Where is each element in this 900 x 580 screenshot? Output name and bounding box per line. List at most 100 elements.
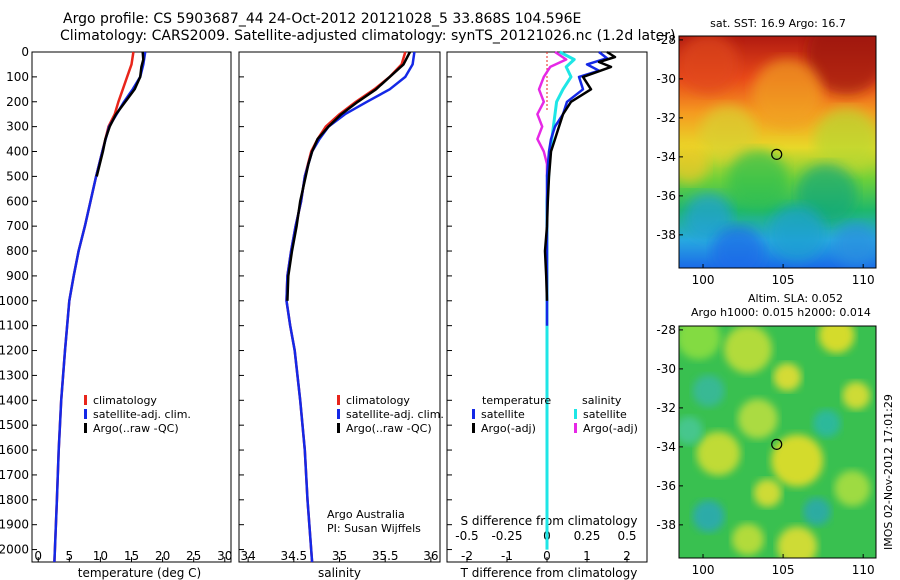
temperature-ytick-label: 200 xyxy=(6,95,29,109)
temperature-legend-swatch xyxy=(84,395,87,405)
climatology-salinity-line xyxy=(285,51,407,563)
sla-map-title: Altim. SLA: 0.052 xyxy=(748,292,843,305)
salinity-legend-label: climatology xyxy=(346,394,410,407)
sla-map-argo-marker xyxy=(771,438,783,450)
temperature-ytick-label: 1800 xyxy=(0,493,29,507)
temperature-ytick-label: 800 xyxy=(6,244,29,258)
sla-map-xtick-label: 100 xyxy=(692,563,715,577)
temperature-ytick-label: 1700 xyxy=(0,468,29,482)
t-difference-xtick-label: 1 xyxy=(583,549,591,563)
sst-map-argo-marker xyxy=(771,148,783,160)
sla-map-ytick-label: -36 xyxy=(656,479,676,493)
salinity-legend-label: Argo(..raw -QC) xyxy=(346,422,432,435)
sla-map-xtick-label: 110 xyxy=(852,563,875,577)
temperature-ytick-label: 100 xyxy=(6,70,29,84)
temperature-xlabel: temperature (deg C) xyxy=(78,566,201,580)
t-difference-xlabel: T difference from climatology xyxy=(460,566,638,580)
salinity-xtick-label: 34.5 xyxy=(280,549,307,563)
temperature-ytick-label: 1500 xyxy=(0,418,29,432)
temperature-ytick-label: 1000 xyxy=(0,294,29,308)
temperature-ytick-label: 1200 xyxy=(0,344,29,358)
page-title: Argo profile: CS 5903687_44 24-Oct-2012 … xyxy=(63,11,582,27)
t-difference-xtick-label: 2 xyxy=(623,549,631,563)
s-difference-tick-label: -0.25 xyxy=(491,529,522,543)
sla-map-ytick-label: -38 xyxy=(656,518,676,532)
sst-map-ytick-label: -36 xyxy=(656,189,676,203)
temperature-legend-label: Argo(..raw -QC) xyxy=(93,422,179,435)
temperature-xtick-label: 30 xyxy=(217,549,232,563)
temperature-ytick-label: 0 xyxy=(21,45,29,59)
temperature-ytick-label: 500 xyxy=(6,169,29,183)
climatology-temperature-line xyxy=(53,51,135,563)
salinity-legend-label: satellite-adj. clim. xyxy=(346,408,444,421)
temperature-satellite-diff-line xyxy=(545,51,609,326)
temperature-ytick-label: 700 xyxy=(6,219,29,233)
difference-temperature-legend-swatch xyxy=(472,409,475,419)
sst-map-xtick-label: 110 xyxy=(852,273,875,287)
t-difference-xtick-label: -1 xyxy=(501,549,513,563)
difference-temperature-legend-swatch xyxy=(472,423,475,433)
sla-map-ytick-label: -30 xyxy=(656,362,676,376)
temperature-plot-frame xyxy=(31,51,232,563)
sst-map-ytick-label: -34 xyxy=(656,150,676,164)
sla-map-ytick-label: -34 xyxy=(656,440,676,454)
temperature-ytick-label: 1600 xyxy=(0,443,29,457)
sst-map-ytick-label: -38 xyxy=(656,228,676,242)
pi-note: PI: Susan Wijffels xyxy=(327,522,421,535)
legend-title-temperature: temperature xyxy=(482,394,551,407)
temperature-ytick-label: 1400 xyxy=(0,393,29,407)
argo-salinity-line xyxy=(286,51,412,301)
sla-map-ytick-label: -32 xyxy=(656,401,676,415)
sst-map-field xyxy=(679,36,876,268)
page-subtitle: Climatology: CARS2009. Satellite-adjuste… xyxy=(60,28,676,44)
temperature-xtick-label: 15 xyxy=(124,549,139,563)
sla-map-xtick-label: 105 xyxy=(772,563,795,577)
salinity-xtick-label: 34 xyxy=(240,549,255,563)
temperature-xtick-label: 0 xyxy=(34,549,42,563)
s-difference-tick-label: 0.5 xyxy=(617,529,636,543)
temperature-legend-label: climatology xyxy=(93,394,157,407)
difference-temperature-legend-label: Argo(-adj) xyxy=(481,422,536,435)
salinity-xtick-label: 36 xyxy=(423,549,438,563)
sst-map-title: sat. SST: 16.9 Argo: 16.7 xyxy=(710,17,846,30)
temperature-legend-swatch xyxy=(84,409,87,419)
temperature-legend-label: satellite-adj. clim. xyxy=(93,408,191,421)
temperature-ytick-label: 2000 xyxy=(0,543,29,557)
temperature-ytick-label: 1300 xyxy=(0,368,29,382)
s-difference-xlabel: S difference from climatology xyxy=(461,514,638,528)
difference-salinity-legend-label: satellite xyxy=(583,408,627,421)
salinity-legend-swatch xyxy=(337,423,340,433)
difference-temperature-legend-label: satellite xyxy=(481,408,525,421)
satellite-temperature-line xyxy=(53,51,147,563)
satellite-salinity-line xyxy=(285,51,416,563)
s-difference-tick-label: 0.25 xyxy=(574,529,601,543)
difference-salinity-legend-label: Argo(-adj) xyxy=(583,422,638,435)
sla-map-frame xyxy=(678,325,877,559)
s-difference-tick-label: -0.5 xyxy=(455,529,478,543)
salinity-legend-swatch xyxy=(337,395,340,405)
salinity-satellite-diff-line xyxy=(545,50,576,550)
temperature-ytick-label: 300 xyxy=(6,120,29,134)
sst-map-xtick-label: 100 xyxy=(692,273,715,287)
salinity-legend-swatch xyxy=(337,409,340,419)
temperature-xtick-label: 25 xyxy=(186,549,201,563)
t-difference-xtick-label: -2 xyxy=(461,549,473,563)
sst-map-ytick-label: -28 xyxy=(656,33,676,47)
argo-temperature-line xyxy=(95,51,145,177)
sst-map-ytick-label: -32 xyxy=(656,111,676,125)
legend-title-salinity: salinity xyxy=(582,394,622,407)
salinity-plot-frame xyxy=(238,51,441,563)
temperature-ytick-label: 1900 xyxy=(0,518,29,532)
difference-salinity-legend-swatch xyxy=(574,423,577,433)
temperature-legend-swatch xyxy=(84,423,87,433)
sst-map-frame xyxy=(678,35,877,269)
salinity-xtick-label: 35 xyxy=(332,549,347,563)
t-difference-xtick-label: 0 xyxy=(543,549,551,563)
sst-map-ytick-label: -30 xyxy=(656,72,676,86)
salinity-xtick-label: 35.5 xyxy=(372,549,399,563)
temperature-ytick-label: 1100 xyxy=(0,319,29,333)
sla-map-subtitle: Argo h1000: 0.015 h2000: 0.014 xyxy=(691,306,871,319)
salinity-argo-diff-line xyxy=(536,50,568,177)
temperature-xtick-label: 20 xyxy=(155,549,170,563)
